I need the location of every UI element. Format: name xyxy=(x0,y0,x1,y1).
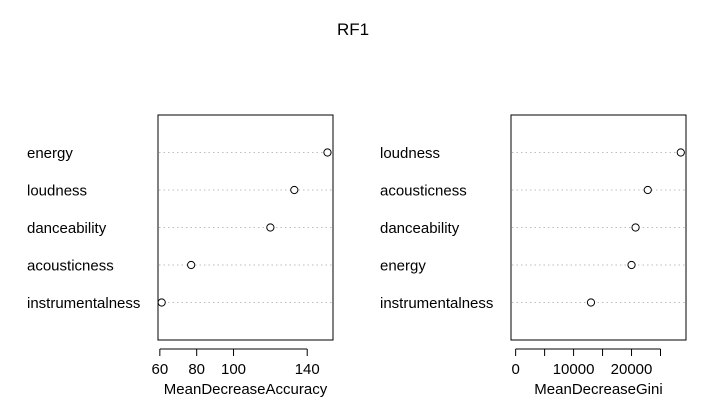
x-tick-label: 100 xyxy=(221,361,246,378)
category-label: danceability xyxy=(380,220,460,237)
x-tick-label: 140 xyxy=(295,361,320,378)
x-axis-label: MeanDecreaseGini xyxy=(534,381,662,398)
data-point xyxy=(266,223,275,232)
category-label: danceability xyxy=(27,220,107,237)
dotchart-mean-decrease-accuracy: energy loudness danceability acousticness in… xyxy=(27,114,334,398)
data-point xyxy=(187,260,196,270)
x-tick-label: 20000 xyxy=(611,361,653,378)
data-point xyxy=(643,185,652,195)
x-tick-label: 0 xyxy=(511,361,519,378)
category-label: energy xyxy=(27,145,73,162)
category-label: energy xyxy=(380,258,426,275)
category-label: acousticness xyxy=(380,183,467,200)
category-label: acousticness xyxy=(27,258,114,275)
data-point xyxy=(157,298,166,307)
category-label: loudness xyxy=(27,183,87,200)
category-label: instrumentalness xyxy=(380,295,493,312)
x-tick-label: 80 xyxy=(188,361,205,378)
data-point xyxy=(627,260,636,270)
x-tick-label: 60 xyxy=(151,361,168,378)
x-tick-label: 10000 xyxy=(553,361,595,378)
dotchart-mean-decrease-gini: loudness acousticness danceability energy in… xyxy=(380,114,687,398)
plot-frame xyxy=(510,114,687,341)
figure-title: RF1 xyxy=(337,20,369,39)
category-label: instrumentalness xyxy=(27,295,140,312)
data-point xyxy=(290,185,299,195)
x-axis-label: MeanDecreaseAccuracy xyxy=(164,381,328,398)
data-point xyxy=(323,148,332,157)
category-label: loudness xyxy=(380,145,440,162)
plot-frame xyxy=(157,114,334,341)
data-point xyxy=(676,148,685,157)
data-point xyxy=(586,298,596,307)
data-point xyxy=(631,223,640,232)
